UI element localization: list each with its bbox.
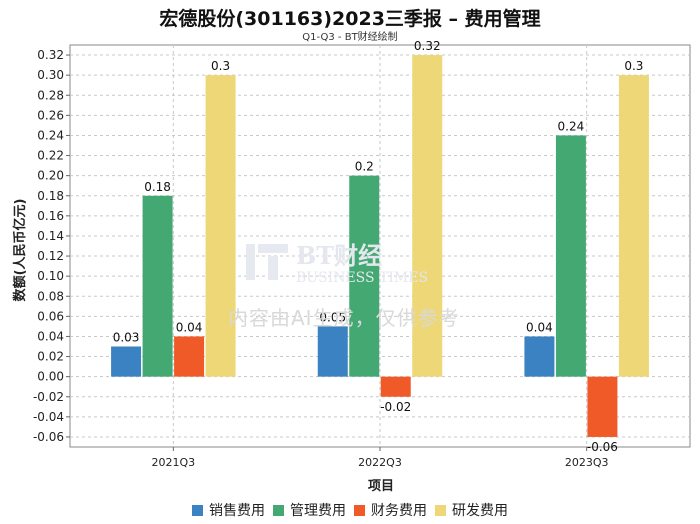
data-label: 0.2	[355, 160, 374, 174]
bar	[524, 336, 555, 377]
legend: 销售费用 管理费用 财务费用 研发费用	[0, 500, 700, 520]
y-tick-label: 0.12	[37, 249, 64, 263]
bar-layer: 0.03 0.18 0.04 0.3 0.05 0.2 -0.02 0.32 0.04 0.24 -…	[111, 39, 649, 454]
legend-label: 销售费用	[209, 503, 265, 519]
legend-item: 销售费用	[192, 500, 265, 520]
data-label: -0.06	[587, 440, 618, 454]
bar	[349, 175, 380, 377]
y-tick-label: 0.06	[37, 309, 64, 323]
data-label: 0.04	[176, 320, 203, 334]
y-tick-label: 0.20	[37, 169, 64, 183]
data-label: 0.03	[113, 331, 140, 345]
bar	[174, 336, 205, 377]
y-tick-label: 0.04	[37, 329, 64, 343]
bar	[555, 135, 586, 377]
x-tick-label: 2021Q3	[152, 456, 196, 469]
legend-label: 管理费用	[290, 503, 346, 519]
y-tick-label: 0.18	[37, 189, 64, 203]
y-tick-label: -0.02	[33, 390, 64, 404]
chart-svg: 0.030.180.040.30.050.2-0.020.320.040.24-…	[12, 39, 691, 494]
legend-swatch	[435, 505, 446, 516]
y-tick-label: 0.00	[37, 370, 64, 384]
chart-subtitle: Q1-Q3 - BT财经绘制	[302, 32, 398, 43]
legend-item: 研发费用	[435, 500, 508, 520]
bar	[587, 376, 618, 437]
bar	[380, 376, 411, 397]
y-tick-label: 0.28	[37, 88, 64, 102]
x-tick-label: 2023Q3	[565, 456, 609, 469]
bar	[618, 75, 649, 377]
bar	[412, 55, 443, 377]
y-tick-label: -0.04	[33, 410, 64, 424]
axis-layer: -0.06 -0.04 -0.02 0.00 0.02 0.04 0.06 0.08 0.10 0…	[33, 48, 609, 469]
chart-title: 宏德股份(301163)2023三季报 – 费用管理	[159, 8, 541, 30]
bar	[317, 326, 348, 377]
data-label: 0.32	[414, 39, 441, 53]
data-label: 0.18	[144, 180, 171, 194]
y-tick-label: 0.10	[37, 269, 64, 283]
legend-item: 财务费用	[354, 500, 427, 520]
legend-item: 管理费用	[273, 500, 346, 520]
data-label: 0.05	[319, 310, 346, 324]
data-label: 0.3	[624, 59, 643, 73]
y-tick-label: 0.24	[37, 128, 64, 142]
y-tick-label: 0.32	[37, 48, 64, 62]
y-tick-label: 0.08	[37, 289, 64, 303]
y-tick-label: -0.06	[33, 430, 64, 444]
legend-label: 研发费用	[452, 503, 508, 519]
y-tick-label: 0.16	[37, 209, 64, 223]
y-tick-label: 0.26	[37, 108, 64, 122]
data-label: 0.3	[211, 59, 230, 73]
bar	[205, 75, 236, 377]
x-axis-label: 项目	[368, 479, 394, 494]
x-tick-label: 2022Q3	[358, 456, 402, 469]
data-label: 0.24	[558, 119, 585, 133]
grid-layer	[69, 44, 691, 448]
legend-swatch	[354, 505, 365, 516]
data-label: -0.02	[380, 400, 411, 414]
legend-label: 财务费用	[371, 503, 427, 519]
y-axis-label: 数额(人民币亿元)	[12, 199, 28, 302]
y-tick-label: 0.30	[37, 68, 64, 82]
y-tick-label: 0.02	[37, 350, 64, 364]
legend-swatch	[273, 505, 284, 516]
y-tick-label: 0.22	[37, 149, 64, 163]
y-tick-label: 0.14	[37, 229, 64, 243]
legend-swatch	[192, 505, 203, 516]
bar	[111, 346, 142, 377]
bar	[142, 195, 173, 377]
data-label: 0.04	[526, 320, 553, 334]
